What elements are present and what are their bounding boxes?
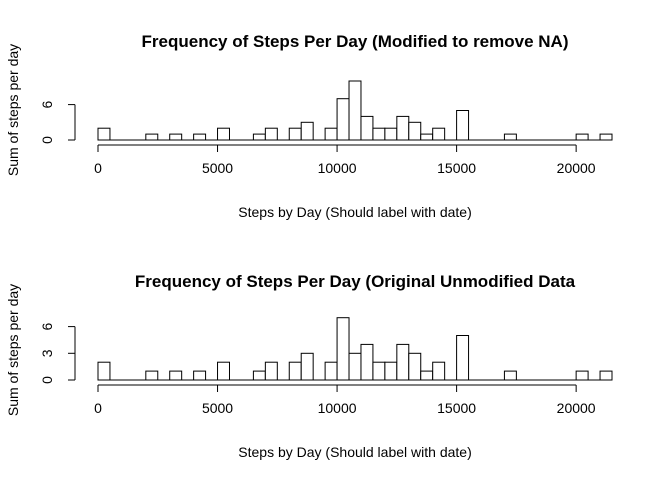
histogram-bar	[396, 343, 410, 381]
histogram-bar	[408, 352, 422, 381]
histogram-bar	[503, 370, 517, 381]
histogram-bar	[169, 133, 183, 141]
histogram-bar	[384, 361, 398, 381]
x-axis-label: Steps by Day (Should label with date)	[238, 204, 471, 220]
histogram-bar	[420, 133, 434, 141]
histogram-bar	[348, 352, 362, 381]
x-tick-label: 15000	[437, 400, 476, 416]
histogram-bar	[264, 127, 278, 141]
x-tick-label: 0	[94, 160, 102, 176]
histogram-bar	[575, 370, 589, 381]
histogram-bar	[97, 361, 111, 381]
histogram-bar	[384, 127, 398, 141]
histogram-bar	[456, 110, 470, 141]
histogram-bar	[324, 127, 338, 141]
y-axis-label: Sum of steps per day	[5, 44, 21, 176]
histogram-bar	[288, 361, 302, 381]
histogram-bar	[372, 127, 386, 141]
chart-title: Frequency of Steps Per Day (Modified to …	[142, 32, 569, 51]
y-tick-label: 0	[39, 376, 55, 384]
histogram-bar	[432, 361, 446, 381]
histogram-bar	[420, 370, 434, 381]
x-tick-label: 10000	[318, 160, 357, 176]
histogram-bar	[252, 370, 266, 381]
histogram-bar	[97, 127, 111, 141]
x-axis: 0 5000 10000 15000 20000	[94, 144, 596, 176]
bars	[97, 317, 613, 381]
histogram-bar	[252, 133, 266, 141]
y-axis: 06	[39, 100, 76, 144]
histogram-bar	[300, 352, 314, 381]
histogram-bar	[193, 133, 207, 141]
x-tick-label: 5000	[202, 400, 233, 416]
histogram-bar	[324, 361, 338, 381]
histogram-bar	[264, 361, 278, 381]
histogram-bar	[360, 115, 374, 141]
histogram-bar	[145, 370, 159, 381]
bars	[97, 80, 613, 141]
histogram-bar	[169, 370, 183, 381]
histogram-bar	[372, 361, 386, 381]
histogram-panel-modified: Frequency of Steps Per Day (Modified to …	[5, 32, 613, 220]
x-tick-label: 0	[94, 400, 102, 416]
histogram-bar	[599, 133, 613, 141]
x-axis: 0 5000 10000 15000 20000	[94, 384, 596, 416]
y-tick-label: 6	[39, 322, 55, 330]
y-tick-label: 6	[39, 100, 55, 108]
chart-title: Frequency of Steps Per Day (Original Unm…	[135, 272, 576, 291]
y-tick-label: 0	[39, 136, 55, 144]
histogram-bar	[348, 80, 362, 141]
histogram-bar	[408, 121, 422, 141]
histogram-bar	[599, 370, 613, 381]
x-tick-label: 20000	[557, 160, 596, 176]
histogram-bar	[217, 361, 230, 381]
x-tick-label: 10000	[318, 400, 357, 416]
histogram-bar	[288, 127, 302, 141]
x-axis-label: Steps by Day (Should label with date)	[238, 444, 471, 460]
histogram-bar	[575, 133, 589, 141]
histogram-bar	[145, 133, 159, 141]
histogram-bar	[432, 127, 446, 141]
histogram-bar	[193, 370, 207, 381]
histogram-bar	[503, 133, 517, 141]
x-tick-label: 15000	[437, 160, 476, 176]
y-axis-label: Sum of steps per day	[5, 284, 21, 416]
y-axis: 0 3 6	[39, 322, 76, 384]
y-tick-label: 3	[39, 349, 55, 357]
x-tick-label: 5000	[202, 160, 233, 176]
histogram-panel-original: Frequency of Steps Per Day (Original Unm…	[5, 272, 613, 460]
histogram-bar	[336, 317, 350, 381]
histogram-bar	[456, 335, 470, 381]
histogram-bar	[336, 98, 350, 141]
histogram-bar	[360, 343, 374, 381]
histogram-bar	[217, 127, 230, 141]
x-tick-label: 20000	[557, 400, 596, 416]
histogram-bar	[396, 115, 410, 141]
histogram-bar	[300, 121, 314, 141]
